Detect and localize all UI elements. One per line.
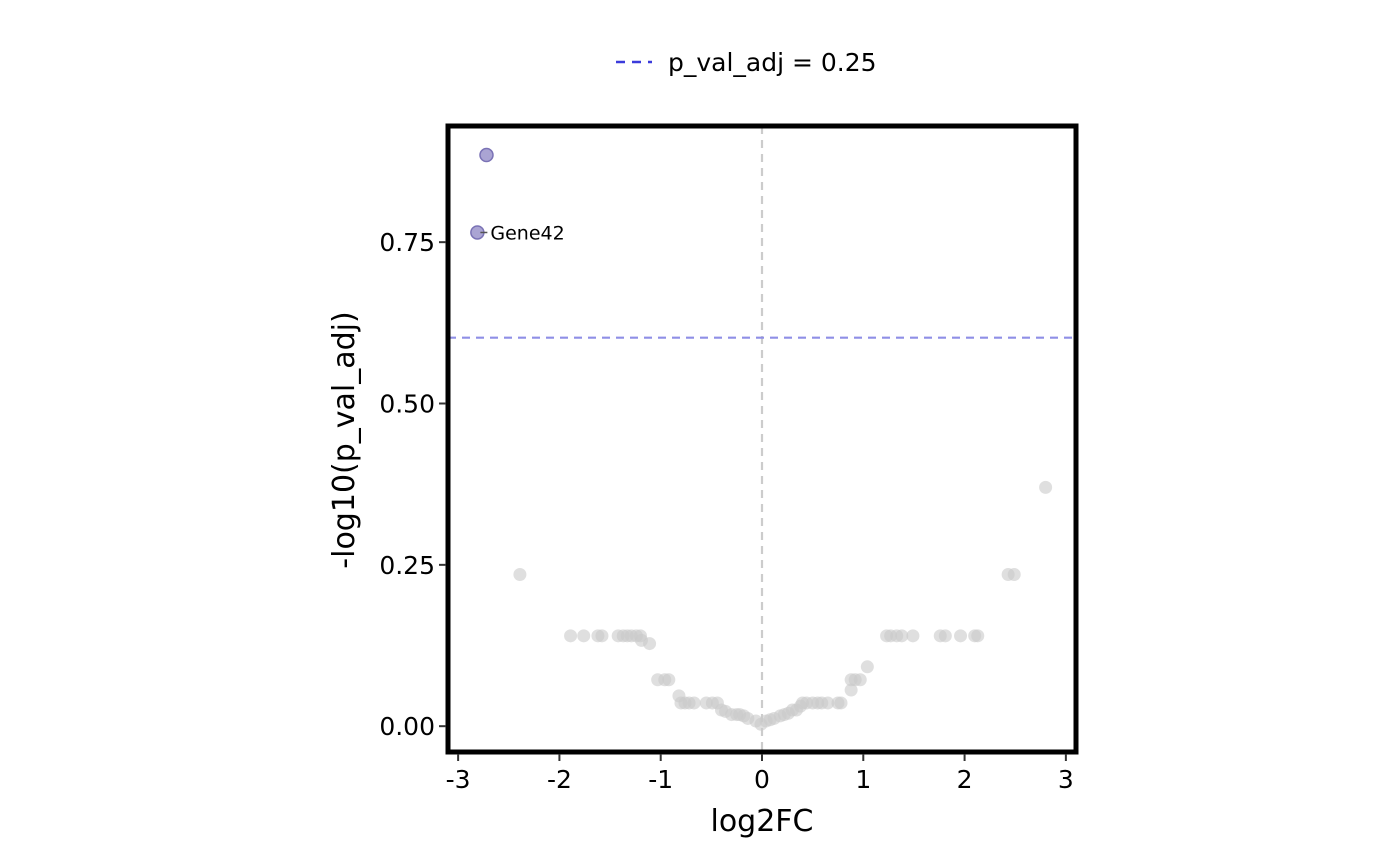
y-axis-title: -log10(p_val_adj) xyxy=(327,311,362,568)
gene-point xyxy=(754,717,768,731)
gene-point xyxy=(938,629,952,643)
y-axis: 0.00 0.25 0.50 0.75 xyxy=(379,228,446,741)
legend: p_val_adj = 0.25 xyxy=(616,48,877,77)
gene-label: Gene42 xyxy=(490,222,564,244)
gene-point xyxy=(577,629,591,643)
gene-point xyxy=(954,629,968,643)
x-axis: -3 -2 -1 0 1 2 3 xyxy=(446,754,1074,794)
x-tick-label: -1 xyxy=(648,765,673,794)
gene-point xyxy=(1039,480,1053,494)
gene-point xyxy=(564,629,578,643)
plot-area: Gene42 xyxy=(448,126,1076,752)
gene-point xyxy=(834,696,848,710)
y-tick-label: 0.75 xyxy=(379,228,435,257)
x-tick-label: 2 xyxy=(957,765,973,794)
significant-gene-point xyxy=(479,147,494,163)
x-tick-label: 0 xyxy=(754,765,770,794)
x-tick-label: 3 xyxy=(1058,765,1074,794)
x-axis-title: log2FC xyxy=(710,804,813,839)
legend-label: p_val_adj = 0.25 xyxy=(668,48,877,77)
y-tick-label: 0.50 xyxy=(379,390,435,419)
x-tick-label: -3 xyxy=(446,765,471,794)
panel-border xyxy=(445,123,1079,755)
gene-point xyxy=(860,660,874,674)
gene-point xyxy=(1007,568,1021,582)
gene-point xyxy=(906,629,920,643)
gene-point xyxy=(595,629,609,643)
gene-point xyxy=(971,629,985,643)
gene-point xyxy=(687,696,701,710)
gene-point xyxy=(781,706,795,720)
x-tick-label: -2 xyxy=(547,765,572,794)
gene-point xyxy=(821,696,835,710)
gene-point xyxy=(895,629,909,643)
gene-point xyxy=(643,637,657,651)
y-tick-label: 0.25 xyxy=(379,551,435,580)
gene-point xyxy=(853,673,867,687)
gene-point xyxy=(513,568,527,582)
gene-point xyxy=(844,683,858,697)
y-tick-label: 0.00 xyxy=(379,712,435,741)
gene-point xyxy=(662,673,676,687)
x-tick-label: 1 xyxy=(855,765,871,794)
